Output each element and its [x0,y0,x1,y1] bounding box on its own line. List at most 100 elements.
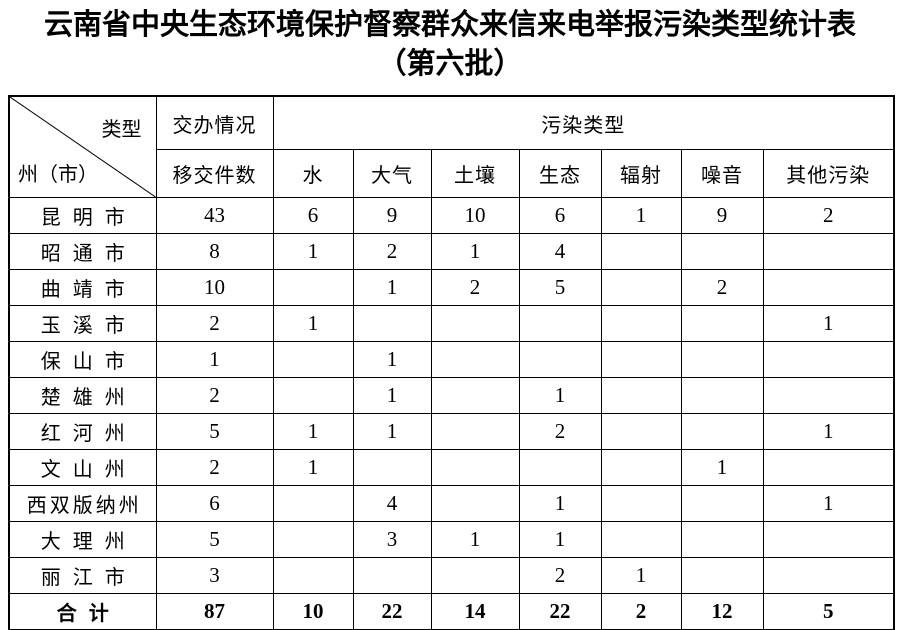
value-cell: 2 [155,305,274,342]
total-value-cell: 14 [430,593,520,630]
corner-cell-inner: 类型 州（市） [10,97,156,197]
value-cell: 2 [680,269,764,306]
value-cell [762,377,895,414]
table-title-line1: 云南省中央生态环境保护督察群众来信来电举报污染类型统计表 [43,9,856,41]
subheader-air: 大气 [352,149,432,198]
region-cell: 保山市 [8,341,157,378]
table-row: 昆明市 43 6 9 10 6 1 9 2 [8,197,895,234]
value-cell [762,269,895,306]
value-cell [680,413,764,450]
table-row: 楚雄州 2 1 1 [8,377,895,414]
value-cell: 6 [155,485,274,522]
value-cell [430,377,520,414]
subheader-other-pollution: 其他污染 [762,149,895,198]
value-cell: 2 [518,557,602,594]
total-value-cell: 87 [155,593,274,630]
region-cell: 昆明市 [8,197,157,234]
value-cell: 1 [518,485,602,522]
value-cell [352,557,432,594]
subheader-radiation: 辐射 [600,149,682,198]
value-cell: 43 [155,197,274,234]
value-cell: 6 [272,197,354,234]
subheader-water: 水 [272,149,354,198]
value-cell: 2 [352,233,432,270]
value-cell: 1 [600,197,682,234]
value-cell [680,305,764,342]
total-value-cell: 5 [762,593,895,630]
diagonal-line [10,97,156,197]
value-cell [430,413,520,450]
value-cell [680,557,764,594]
subheader-noise: 噪音 [680,149,764,198]
value-cell: 1 [352,413,432,450]
table-row: 红河州 5 1 1 2 1 [8,413,895,450]
subheader-transferred-count: 移交件数 [155,149,274,198]
region-cell: 玉溪市 [8,305,157,342]
table-row: 丽江市 3 2 1 [8,557,895,594]
header-group-row: 类型 州（市） 交办情况 污染类型 [8,95,895,198]
value-cell [518,449,602,486]
value-cell [600,233,682,270]
subheader-ecology: 生态 [518,149,602,198]
header-sub-row: 移交件数 水 大气 土壤 生态 辐射 噪音 其他污染 [9,149,895,198]
total-value-cell: 2 [600,593,682,630]
value-cell [600,485,682,522]
value-cell [762,233,895,270]
value-cell: 1 [272,233,354,270]
total-value-cell: 22 [352,593,432,630]
table-row: 西双版纳州 6 4 1 1 [8,485,895,522]
value-cell [430,485,520,522]
value-cell: 1 [518,521,602,558]
value-cell: 1 [762,305,895,342]
region-cell: 楚雄州 [8,377,157,414]
value-cell: 2 [155,377,274,414]
value-cell: 5 [518,269,602,306]
value-cell: 3 [155,557,274,594]
table-row: 保山市 1 1 [8,341,895,378]
region-cell: 大理州 [8,521,157,558]
value-cell: 1 [272,449,354,486]
value-cell: 2 [518,413,602,450]
table-header: 类型 州（市） 交办情况 污染类型 移交件数 水 大气 土壤 生态 辐射 噪音 … [8,95,895,198]
value-cell [680,521,764,558]
value-cell: 1 [272,305,354,342]
value-cell: 10 [430,197,520,234]
total-value-cell: 12 [680,593,764,630]
value-cell [680,233,764,270]
total-label-cell: 合计 [8,593,157,630]
region-cell: 昭通市 [8,233,157,270]
value-cell [762,521,895,558]
value-cell [272,557,354,594]
header-pollution-type: 污染类型 [272,95,895,151]
value-cell: 1 [680,449,764,486]
value-cell: 10 [155,269,274,306]
value-cell [430,557,520,594]
table-row: 曲靖市 10 1 2 5 2 [8,269,895,306]
value-cell [762,557,895,594]
value-cell: 1 [352,341,432,378]
header-handling-situation: 交办情况 [155,95,274,151]
value-cell [600,413,682,450]
value-cell [680,485,764,522]
value-cell [430,341,520,378]
value-cell [600,521,682,558]
region-cell: 丽江市 [8,557,157,594]
value-cell: 1 [600,557,682,594]
value-cell [430,305,520,342]
corner-label-region: 州（市） [18,164,98,186]
value-cell [600,341,682,378]
region-cell: 曲靖市 [8,269,157,306]
value-cell: 4 [352,485,432,522]
statistics-table: 类型 州（市） 交办情况 污染类型 移交件数 水 大气 土壤 生态 辐射 噪音 … [8,95,896,630]
table-row: 昭通市 8 1 2 1 4 [8,233,895,270]
value-cell: 2 [430,269,520,306]
value-cell: 2 [762,197,895,234]
value-cell: 1 [272,413,354,450]
value-cell: 6 [518,197,602,234]
value-cell [272,485,354,522]
value-cell: 1 [352,377,432,414]
subheader-soil: 土壤 [430,149,520,198]
value-cell [272,377,354,414]
value-cell [518,341,602,378]
value-cell: 1 [430,521,520,558]
